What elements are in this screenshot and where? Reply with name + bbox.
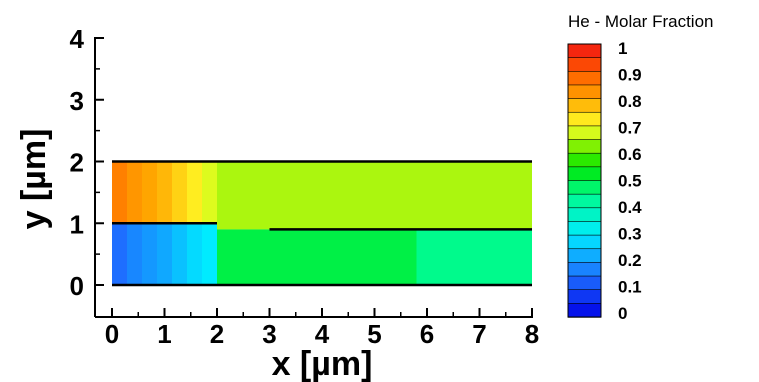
colorbar-label: 0.4 [618,198,642,217]
y-tick-label: 1 [70,209,84,239]
channel-walls [112,160,532,287]
colorbar-swatch [567,166,602,182]
x-tick-label: 6 [420,319,434,349]
colorbar-label: 0.8 [618,92,642,111]
contour-band [127,223,143,285]
colorbar-swatch [567,180,602,195]
colorbar-label: 0.2 [618,251,642,270]
colorbar-swatch [567,71,602,86]
contour-band [112,161,128,224]
colorbar-label: 0.5 [618,172,642,191]
y-tick-label: 0 [70,271,84,301]
x-tick-label: 8 [525,319,539,349]
contour-band [142,161,158,224]
x-tick-label: 1 [157,319,171,349]
axes-frame [94,37,533,318]
colorbar-swatch [567,303,602,318]
colorbar-swatch [567,111,602,127]
x-axis-title: x [µm] [272,345,373,382]
colorbar-swatch [567,84,602,100]
x-tick-label: 3 [262,319,276,349]
colorbar-label: 0.9 [618,66,642,85]
contour-band [127,161,143,224]
colorbar-title: He - Molar Fraction [568,12,713,31]
colorbar-swatch [567,57,602,73]
colorbar-label: 0.1 [618,278,642,297]
contour-band [157,161,173,224]
colorbar-swatch [567,43,602,59]
colorbar-label: 1 [618,39,627,58]
y-tick-label: 2 [70,148,84,178]
y-axis-ticks: 0 1 2 3 4 [70,24,104,301]
colorbar-label: 0.6 [618,145,642,164]
contour-band [202,223,218,285]
colorbar-swatch [567,289,602,305]
colorbar-label: 0.3 [618,225,642,244]
y-axis-title: y [µm] [15,129,53,230]
colorbar-swatch [567,193,602,209]
colorbar-swatch [567,248,602,264]
colorbar-swatch [567,125,602,141]
contour-fill-layer [112,161,532,285]
colorbar-swatch [567,152,602,168]
colorbar-swatch [567,98,602,113]
contour-region [217,161,532,230]
contour-band [187,223,203,285]
colorbar-labels: 1 0.9 0.8 0.7 0.6 0.5 0.4 0.3 0.2 0.1 0 [618,39,642,323]
contour-region [416,229,532,285]
contour-band [172,223,188,285]
contour-band [142,223,158,285]
colorbar-swatch [567,139,602,154]
colorbar-swatch [567,207,602,223]
contour-region [217,229,417,285]
x-tick-label: 5 [367,319,381,349]
colorbar-frame [567,43,602,318]
colorbar-swatch [567,275,602,291]
colorbar-swatch [567,221,602,236]
y-tick-label: 4 [70,24,85,54]
contour-band [112,223,128,285]
y-tick-label: 3 [70,86,84,116]
colorbar [567,43,602,318]
contour-band [157,223,173,285]
x-tick-label: 2 [210,319,224,349]
colorbar-swatch [567,234,602,250]
contour-band [202,161,218,224]
contour-band [172,161,188,224]
colorbar-label: 0.7 [618,119,642,138]
x-tick-label: 4 [315,319,330,349]
x-tick-label: 0 [105,319,119,349]
colorbar-swatch [567,262,602,277]
colorbar-label: 0 [618,304,627,323]
x-axis-ticks: 0 1 2 3 4 5 6 7 8 [105,308,539,349]
contour-band [187,161,203,224]
x-tick-label: 7 [472,319,486,349]
